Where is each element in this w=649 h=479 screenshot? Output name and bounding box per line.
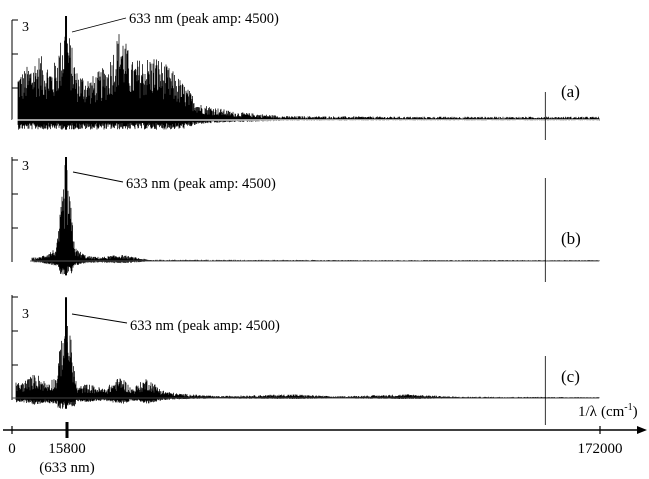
panel-b-trace — [31, 157, 600, 276]
panel-c: 3 633 nm (peak amp: 4500) (c) — [11, 295, 600, 425]
panel-a-y-tick-label: 3 — [22, 20, 29, 35]
x-tick-label-0: 0 — [8, 441, 16, 457]
panel-b-signal — [31, 158, 600, 275]
panel-b-annotation: 633 nm (peak amp: 4500) — [126, 176, 276, 192]
panel-c-annotation-leader — [71, 313, 128, 324]
x-axis-label-unit: (cm — [601, 404, 625, 420]
panel-c-signal — [15, 299, 600, 409]
panel-a-annotation-leader — [71, 17, 127, 33]
x-axis-label-close: ) — [633, 404, 638, 420]
x-axis: 0 15800 (633 nm) 172000 1/λ (cm-1) — [3, 402, 647, 476]
panel-c-trace — [15, 297, 600, 409]
panel-b: 3 633 nm (peak amp: 4500) (b) — [11, 157, 600, 282]
panel-a: 3 633 nm (peak amp: 4500) (a) — [11, 11, 600, 140]
panel-a-trace — [17, 16, 600, 130]
x-tick-label-15800: 15800 — [48, 441, 86, 457]
panel-b-y-tick-label: 3 — [22, 159, 29, 174]
x-axis-arrowhead — [637, 426, 647, 434]
panel-c-label: (c) — [561, 367, 580, 386]
panel-a-signal — [17, 31, 600, 130]
x-tick-label-172000: 172000 — [578, 441, 623, 457]
panel-b-annotation-leader — [72, 171, 124, 183]
panel-a-annotation: 633 nm (peak amp: 4500) — [129, 11, 279, 27]
x-axis-label-superscript: -1 — [624, 402, 632, 413]
panel-c-y-tick-label: 3 — [22, 307, 29, 322]
panel-a-label: (a) — [561, 82, 580, 101]
x-axis-label-symbol: 1/λ — [578, 404, 598, 420]
x-axis-label: 1/λ (cm-1) — [578, 402, 638, 420]
panel-b-label: (b) — [561, 229, 581, 248]
panel-c-annotation: 633 nm (peak amp: 4500) — [130, 318, 280, 334]
x-tick-sublabel-15800: (633 nm) — [39, 460, 94, 476]
